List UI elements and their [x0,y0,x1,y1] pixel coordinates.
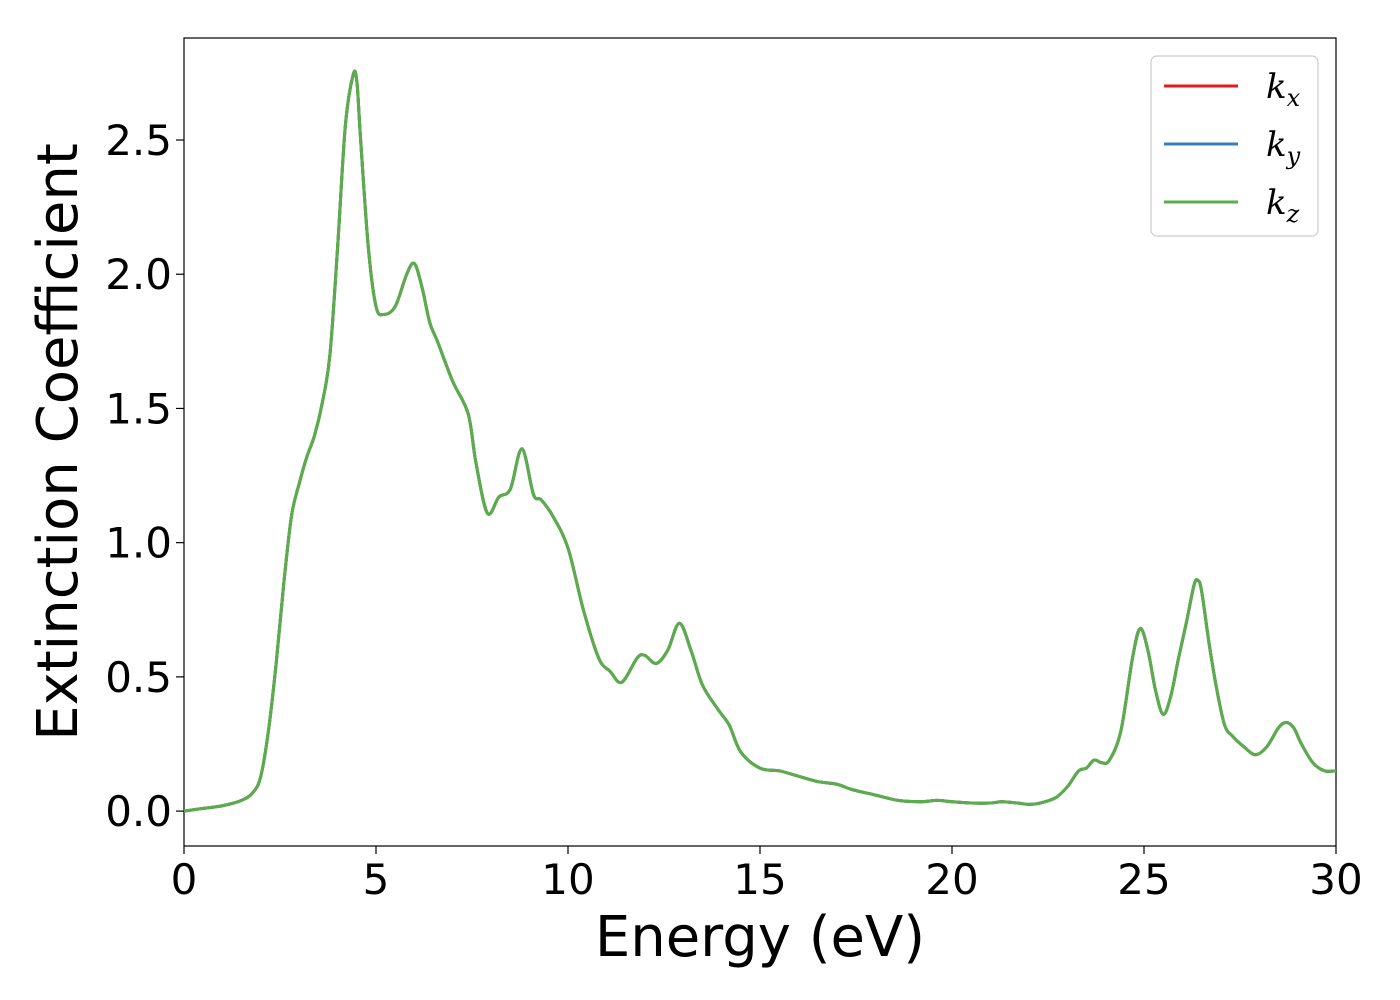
series-line-k-z [183,69,1337,813]
x-axis-ticks: 0 5 10 15 20 25 30 [171,846,1363,904]
legend-label-k-y: ky [1266,125,1301,170]
y-tick-label: 2.0 [105,250,172,299]
x-tick-label: 30 [1309,855,1362,904]
y-tick-label: 0.0 [105,787,172,836]
y-axis-ticks: 0.0 0.5 1.0 1.5 2.0 2.5 [105,116,184,836]
y-tick-label: 1.0 [105,519,172,568]
x-tick-label: 0 [171,855,198,904]
y-axis-label: Extinction Coefficient [26,143,91,741]
series-lines [183,69,1337,813]
x-tick-label: 15 [733,855,786,904]
x-axis-label: Energy (eV) [595,905,925,970]
x-tick-label: 25 [1117,855,1170,904]
x-tick-label: 5 [363,855,390,904]
x-tick-label: 20 [925,855,978,904]
y-tick-label: 1.5 [105,384,172,433]
legend-label-k-x: kx [1266,67,1301,112]
legend: kx ky kz [1150,55,1319,237]
x-tick-label: 10 [541,855,594,904]
legend-label-k-z: kz [1266,183,1300,228]
legend-box [1150,55,1319,237]
y-tick-label: 2.5 [105,116,172,165]
y-tick-label: 0.5 [105,653,172,702]
